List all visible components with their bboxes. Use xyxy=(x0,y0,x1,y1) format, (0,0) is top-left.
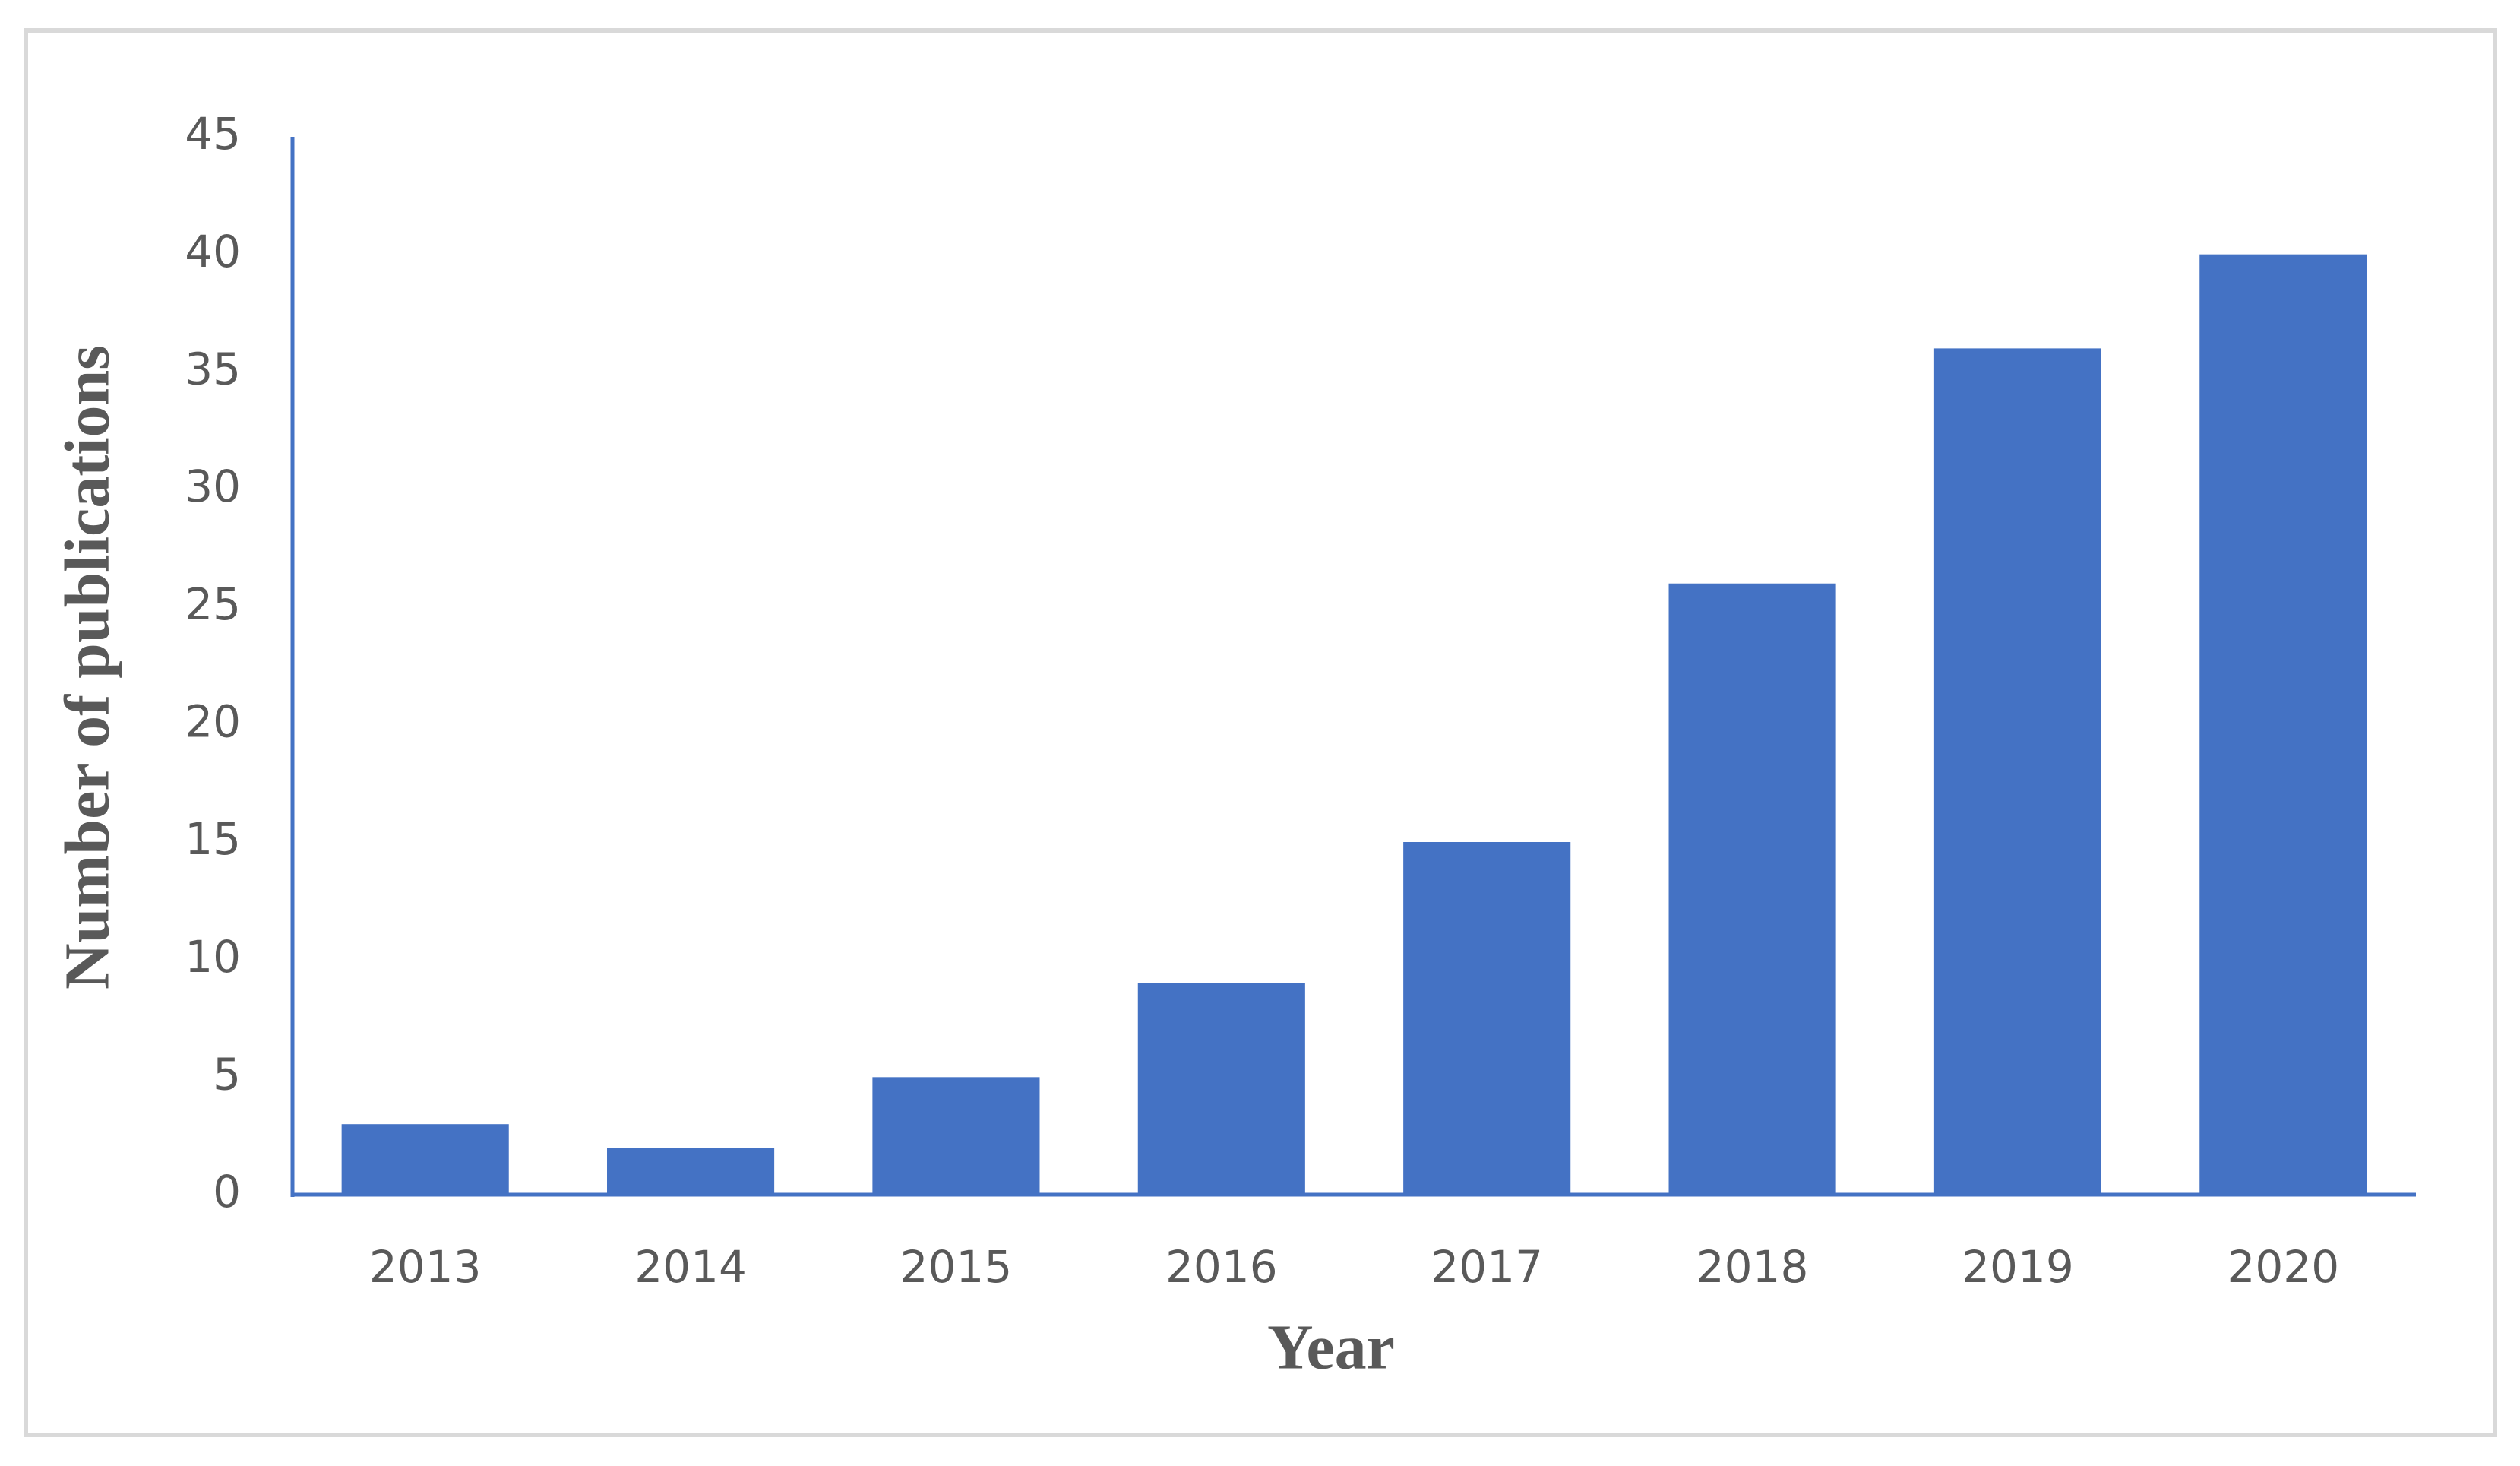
y-tick-label: 20 xyxy=(185,695,241,747)
x-tick-label: 2018 xyxy=(1696,1241,1809,1293)
bar xyxy=(872,1077,1040,1195)
x-tick-label: 2013 xyxy=(369,1241,482,1293)
bar xyxy=(341,1124,509,1195)
bar xyxy=(1137,983,1305,1195)
x-tick-label: 2016 xyxy=(1165,1241,1278,1293)
bar xyxy=(607,1148,775,1195)
chart-border xyxy=(24,28,2497,1437)
y-tick-label: 35 xyxy=(185,343,241,394)
x-axis-title: Year xyxy=(1267,1312,1395,1382)
x-tick-label: 2014 xyxy=(634,1241,747,1293)
x-tick-label: 2015 xyxy=(900,1241,1013,1293)
bar xyxy=(2199,254,2367,1195)
bar xyxy=(1668,583,1836,1195)
x-tick-label: 2020 xyxy=(2228,1241,2340,1293)
bar xyxy=(1933,348,2101,1195)
y-tick-label: 40 xyxy=(185,226,241,277)
y-tick-label: 0 xyxy=(213,1166,241,1217)
x-tick-label: 2017 xyxy=(1431,1241,1543,1293)
y-tick-label: 30 xyxy=(185,461,241,512)
bar xyxy=(1403,842,1571,1195)
y-axis-title: Number of publications xyxy=(52,345,122,989)
y-tick-label: 10 xyxy=(185,931,241,983)
y-tick-label: 5 xyxy=(213,1048,241,1100)
y-tick-label: 25 xyxy=(185,578,241,630)
x-tick-label: 2019 xyxy=(1962,1241,2074,1293)
y-tick-label: 45 xyxy=(185,108,241,160)
y-tick-label: 15 xyxy=(185,813,241,865)
